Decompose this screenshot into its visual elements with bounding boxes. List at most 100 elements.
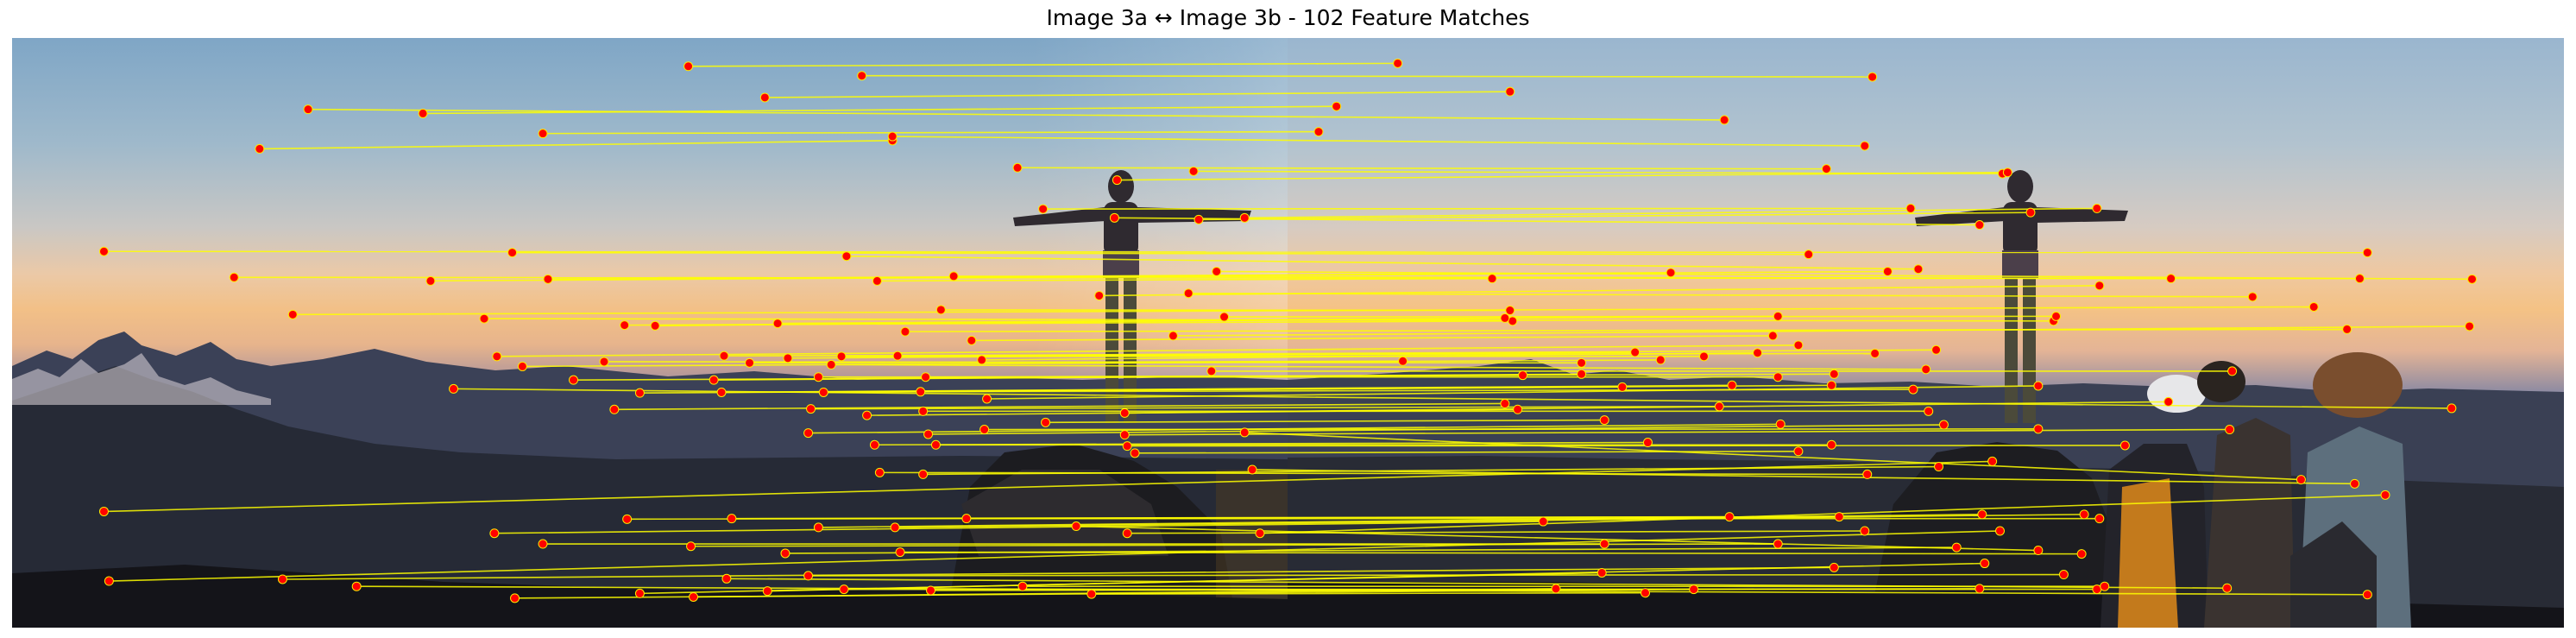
keypoint-left [1240,428,1249,437]
right-image [1288,38,2564,628]
keypoint-right [1932,345,1941,354]
keypoint-left [720,351,728,360]
keypoint-right [1830,563,1838,572]
keypoint-right [1754,349,1762,357]
keypoint-left [893,351,902,360]
keypoint-left [1042,418,1050,426]
keypoint-right [1519,371,1527,380]
keypoint-right [2093,204,2101,212]
keypoint-right [2034,425,2043,433]
keypoint-left [1212,267,1221,275]
keypoint-left [1189,167,1198,175]
keypoint-right [1773,540,1782,548]
keypoint-left [837,352,846,361]
keypoint-left [255,144,264,153]
keypoint-left [600,357,608,366]
keypoint-right [1773,312,1782,320]
keypoint-right [1501,313,1509,322]
keypoint-left [99,507,108,515]
keypoint-right [1952,543,1961,552]
keypoint-left [1240,213,1249,222]
keypoint-right [1631,348,1640,357]
keypoint-right [2034,546,2043,555]
keypoint-right [1776,420,1785,428]
keypoint-left [684,62,693,71]
keypoint-right [1514,405,1522,414]
keypoint-right [1597,568,1606,577]
keypoint-left [967,336,976,344]
keypoint-right [1394,59,1402,67]
keypoint-right [1861,142,1869,150]
keypoint-right [1666,268,1675,277]
keypoint-left [746,358,754,367]
keypoint-right [1314,128,1323,136]
keypoint-left [490,529,499,538]
keypoint-left [1256,529,1264,538]
keypoint-right [1906,204,1915,212]
keypoint-right [1935,463,1943,471]
keypoint-right [2167,275,2176,283]
keypoint-left [814,523,822,532]
keypoint-right [1922,365,1930,374]
keypoint-left [570,376,578,384]
keypoint-right [1618,382,1627,391]
keypoint-right [1501,399,1509,407]
keypoint-right [1822,165,1830,174]
keypoint-left [784,354,792,363]
keypoint-right [2468,275,2477,283]
keypoint-left [916,388,925,396]
keypoint-left [1123,442,1131,451]
keypoint-right [1794,447,1803,456]
keypoint-right [1830,370,1838,378]
keypoint-right [2059,571,2068,579]
keypoint-left [104,577,113,585]
left-image [12,38,1288,628]
keypoint-left [804,429,813,438]
match-line [941,310,1509,311]
keypoint-right [1656,356,1665,364]
keypoint-left [508,249,517,257]
keypoint-left [493,352,501,361]
keypoint-right [1506,306,1515,315]
keypoint-right [2248,293,2257,301]
keypoint-right [1720,116,1729,124]
keypoint-right [1975,584,1984,593]
match-line [985,429,2038,430]
image-pair-canvas [12,38,2564,628]
keypoint-left [230,273,238,281]
keypoint-right [1909,385,1918,394]
match-line [1225,316,2056,317]
keypoint-right [1332,102,1341,111]
keypoint-right [1600,416,1609,425]
match-line [1127,445,2125,446]
keypoint-right [1768,332,1777,340]
keypoint-right [1871,349,1880,357]
keypoint-left [931,440,940,449]
keypoint-left [1184,289,1193,298]
keypoint-left [278,575,287,584]
keypoint-left [978,356,986,364]
keypoint-left [922,373,930,382]
keypoint-left [1110,213,1118,222]
keypoint-left [962,515,971,523]
keypoint-left [804,572,813,580]
keypoint-left [858,72,866,80]
keypoint-right [1988,457,1997,465]
keypoint-left [1220,313,1229,321]
keypoint-left [896,548,904,557]
keypoint-left [620,321,629,330]
keypoint-left [827,360,835,369]
keypoint-right [1939,420,1948,429]
keypoint-left [1207,367,1216,376]
keypoint-left [610,405,619,414]
keypoint-left [870,440,879,449]
keypoint-right [1975,221,1984,230]
keypoint-left [983,395,992,403]
keypoint-left [1087,590,1096,598]
keypoint-left [936,306,945,314]
keypoint-left [1039,205,1048,213]
keypoint-left [352,582,361,591]
keypoint-right [1835,513,1843,521]
keypoint-right [2223,584,2232,592]
keypoint-left [814,373,822,382]
